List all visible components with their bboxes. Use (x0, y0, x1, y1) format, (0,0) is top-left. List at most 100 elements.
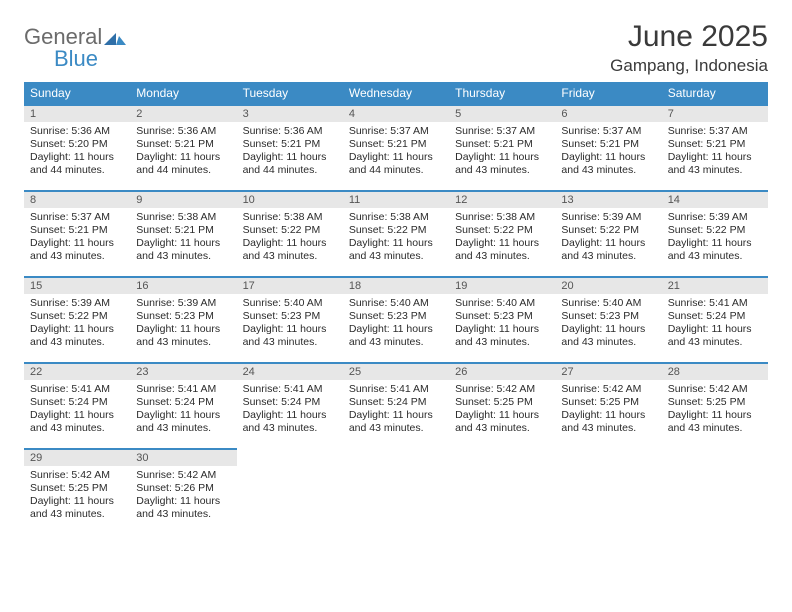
daylight-line2: and 43 minutes. (668, 250, 762, 263)
location: Gampang, Indonesia (610, 56, 768, 76)
sunrise-text: Sunrise: 5:42 AM (455, 383, 549, 396)
daylight-line1: Daylight: 11 hours (243, 237, 337, 250)
daylight-line2: and 43 minutes. (30, 508, 124, 521)
daylight-line2: and 43 minutes. (243, 422, 337, 435)
sunset-text: Sunset: 5:22 PM (243, 224, 337, 237)
day-details: Sunrise: 5:36 AMSunset: 5:21 PMDaylight:… (130, 122, 236, 182)
daylight-line2: and 43 minutes. (349, 336, 443, 349)
calendar-cell: 11Sunrise: 5:38 AMSunset: 5:22 PMDayligh… (343, 191, 449, 277)
day-number: 24 (237, 364, 343, 380)
day-number: 18 (343, 278, 449, 294)
daylight-line2: and 43 minutes. (136, 250, 230, 263)
daylight-line2: and 43 minutes. (136, 508, 230, 521)
calendar-cell (662, 449, 768, 535)
calendar-cell (449, 449, 555, 535)
page-title: June 2025 (610, 20, 768, 54)
sunset-text: Sunset: 5:21 PM (668, 138, 762, 151)
day-number: 3 (237, 106, 343, 122)
daylight-line2: and 44 minutes. (243, 164, 337, 177)
day-number: 19 (449, 278, 555, 294)
sunrise-text: Sunrise: 5:38 AM (243, 211, 337, 224)
calendar-cell: 12Sunrise: 5:38 AMSunset: 5:22 PMDayligh… (449, 191, 555, 277)
day-number: 29 (24, 450, 130, 466)
day-details: Sunrise: 5:42 AMSunset: 5:25 PMDaylight:… (555, 380, 661, 440)
day-number: 28 (662, 364, 768, 380)
calendar-cell: 1Sunrise: 5:36 AMSunset: 5:20 PMDaylight… (24, 105, 130, 191)
sunrise-text: Sunrise: 5:37 AM (668, 125, 762, 138)
day-details: Sunrise: 5:41 AMSunset: 5:24 PMDaylight:… (130, 380, 236, 440)
daylight-line2: and 44 minutes. (349, 164, 443, 177)
calendar-cell: 9Sunrise: 5:38 AMSunset: 5:21 PMDaylight… (130, 191, 236, 277)
sunset-text: Sunset: 5:21 PM (243, 138, 337, 151)
sunset-text: Sunset: 5:21 PM (136, 224, 230, 237)
day-details: Sunrise: 5:37 AMSunset: 5:21 PMDaylight:… (343, 122, 449, 182)
calendar-document: General Blue June 2025 Gampang, Indonesi… (0, 0, 792, 555)
header: General Blue June 2025 Gampang, Indonesi… (24, 20, 768, 76)
day-number: 17 (237, 278, 343, 294)
daylight-line1: Daylight: 11 hours (349, 151, 443, 164)
sunrise-text: Sunrise: 5:42 AM (30, 469, 124, 482)
weekday-saturday: Saturday (662, 82, 768, 105)
daylight-line2: and 43 minutes. (668, 164, 762, 177)
sunset-text: Sunset: 5:21 PM (30, 224, 124, 237)
daylight-line1: Daylight: 11 hours (455, 409, 549, 422)
daylight-line1: Daylight: 11 hours (561, 151, 655, 164)
daylight-line2: and 43 minutes. (561, 164, 655, 177)
weekday-thursday: Thursday (449, 82, 555, 105)
day-details: Sunrise: 5:39 AMSunset: 5:22 PMDaylight:… (555, 208, 661, 268)
day-details: Sunrise: 5:40 AMSunset: 5:23 PMDaylight:… (449, 294, 555, 354)
day-details: Sunrise: 5:38 AMSunset: 5:22 PMDaylight:… (237, 208, 343, 268)
day-number: 7 (662, 106, 768, 122)
daylight-line2: and 43 minutes. (30, 250, 124, 263)
day-number: 8 (24, 192, 130, 208)
weekday-row: Sunday Monday Tuesday Wednesday Thursday… (24, 82, 768, 105)
day-number: 23 (130, 364, 236, 380)
sunset-text: Sunset: 5:21 PM (455, 138, 549, 151)
calendar-week-row: 8Sunrise: 5:37 AMSunset: 5:21 PMDaylight… (24, 191, 768, 277)
day-details: Sunrise: 5:42 AMSunset: 5:25 PMDaylight:… (662, 380, 768, 440)
day-details: Sunrise: 5:37 AMSunset: 5:21 PMDaylight:… (555, 122, 661, 182)
sunset-text: Sunset: 5:25 PM (668, 396, 762, 409)
daylight-line1: Daylight: 11 hours (30, 495, 124, 508)
daylight-line1: Daylight: 11 hours (668, 237, 762, 250)
calendar-cell: 7Sunrise: 5:37 AMSunset: 5:21 PMDaylight… (662, 105, 768, 191)
day-number: 20 (555, 278, 661, 294)
day-number: 1 (24, 106, 130, 122)
day-details: Sunrise: 5:38 AMSunset: 5:22 PMDaylight:… (343, 208, 449, 268)
daylight-line1: Daylight: 11 hours (561, 237, 655, 250)
daylight-line1: Daylight: 11 hours (455, 151, 549, 164)
calendar-cell: 4Sunrise: 5:37 AMSunset: 5:21 PMDaylight… (343, 105, 449, 191)
sunset-text: Sunset: 5:23 PM (349, 310, 443, 323)
sunrise-text: Sunrise: 5:39 AM (561, 211, 655, 224)
day-number: 21 (662, 278, 768, 294)
day-number: 15 (24, 278, 130, 294)
sunrise-text: Sunrise: 5:37 AM (30, 211, 124, 224)
calendar-cell: 15Sunrise: 5:39 AMSunset: 5:22 PMDayligh… (24, 277, 130, 363)
calendar-cell: 8Sunrise: 5:37 AMSunset: 5:21 PMDaylight… (24, 191, 130, 277)
sunset-text: Sunset: 5:20 PM (30, 138, 124, 151)
daylight-line1: Daylight: 11 hours (243, 409, 337, 422)
day-details: Sunrise: 5:36 AMSunset: 5:21 PMDaylight:… (237, 122, 343, 182)
day-details: Sunrise: 5:37 AMSunset: 5:21 PMDaylight:… (662, 122, 768, 182)
calendar-cell: 22Sunrise: 5:41 AMSunset: 5:24 PMDayligh… (24, 363, 130, 449)
day-details: Sunrise: 5:41 AMSunset: 5:24 PMDaylight:… (662, 294, 768, 354)
sunset-text: Sunset: 5:24 PM (668, 310, 762, 323)
sunset-text: Sunset: 5:23 PM (136, 310, 230, 323)
day-details: Sunrise: 5:40 AMSunset: 5:23 PMDaylight:… (343, 294, 449, 354)
daylight-line2: and 43 minutes. (349, 422, 443, 435)
daylight-line2: and 44 minutes. (30, 164, 124, 177)
sunrise-text: Sunrise: 5:39 AM (668, 211, 762, 224)
sunrise-text: Sunrise: 5:39 AM (30, 297, 124, 310)
daylight-line2: and 43 minutes. (243, 336, 337, 349)
day-number: 13 (555, 192, 661, 208)
daylight-line1: Daylight: 11 hours (668, 409, 762, 422)
calendar-cell (343, 449, 449, 535)
sunrise-text: Sunrise: 5:40 AM (561, 297, 655, 310)
daylight-line2: and 43 minutes. (136, 336, 230, 349)
sunrise-text: Sunrise: 5:41 AM (243, 383, 337, 396)
daylight-line2: and 43 minutes. (561, 336, 655, 349)
calendar-cell: 23Sunrise: 5:41 AMSunset: 5:24 PMDayligh… (130, 363, 236, 449)
sunset-text: Sunset: 5:25 PM (455, 396, 549, 409)
daylight-line1: Daylight: 11 hours (668, 323, 762, 336)
daylight-line1: Daylight: 11 hours (30, 151, 124, 164)
